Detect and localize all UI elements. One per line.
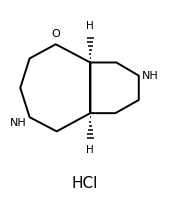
Text: HCl: HCl: [71, 176, 98, 191]
Text: NH: NH: [142, 71, 158, 81]
Text: H: H: [86, 21, 94, 31]
Text: O: O: [51, 29, 60, 39]
Text: H: H: [86, 145, 94, 155]
Text: NH: NH: [10, 118, 27, 128]
